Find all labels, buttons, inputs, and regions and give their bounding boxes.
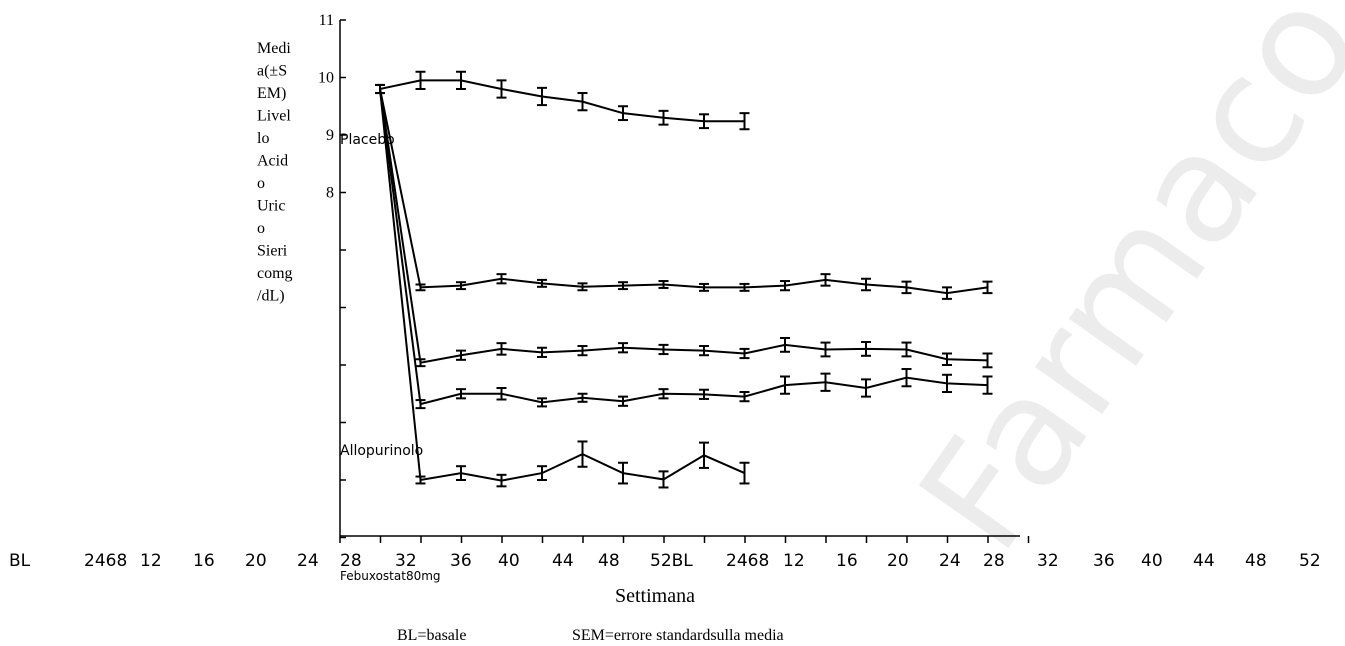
y-tick-label: 9 — [326, 127, 334, 144]
y-label-line: Acid — [257, 153, 288, 170]
y-label-line: o — [257, 220, 265, 237]
x-tick-label: 24 — [297, 551, 319, 571]
y-label-line: EM) — [257, 85, 286, 102]
x-tick-label: 32 — [395, 551, 417, 571]
series-line — [379, 88, 988, 364]
x-tick-label: BL — [9, 551, 31, 571]
x-tick-label: 2468 — [726, 551, 769, 571]
x-tick-label: 32 — [1037, 551, 1059, 571]
x-tick-label: 28 — [983, 551, 1005, 571]
axes — [339, 19, 1030, 543]
y-ticks: 11 10 9 8 — [318, 12, 334, 202]
annotation-allopurinolo: Allopurinolo — [340, 443, 423, 459]
x-tick-label: 48 — [1245, 551, 1267, 571]
x-tick-label: 52BL — [650, 551, 693, 571]
y-tick-label: 10 — [318, 70, 334, 87]
y-tick-label: 8 — [326, 185, 334, 202]
x-tick-label: 20 — [245, 551, 267, 571]
y-label-line: comg — [257, 265, 293, 282]
note-sem: SEM=errore standardsulla media — [572, 627, 784, 644]
x-tick-label: 16 — [193, 551, 215, 571]
series-group — [375, 70, 993, 489]
x-axis-label: Settimana — [615, 585, 695, 607]
y-label-line: /dL) — [257, 288, 285, 305]
series-line — [379, 88, 988, 295]
annotation-placebo: Placebo — [340, 132, 395, 148]
watermark: Farmaco — [887, 0, 1345, 581]
x-tick-label: 2468 — [84, 551, 127, 571]
x-tick-label: 12 — [140, 551, 162, 571]
series-line — [379, 79, 745, 123]
y-label-line: o — [257, 175, 265, 192]
x-tick-label: 36 — [450, 551, 472, 571]
x-tick-label: 44 — [1193, 551, 1215, 571]
x-tick-label: 52 — [1299, 551, 1321, 571]
x-tick-label: 12 — [783, 551, 805, 571]
series-line — [379, 88, 745, 482]
y-tick-label: 11 — [319, 12, 334, 29]
y-label-line: a(±S — [257, 63, 287, 80]
x-tick-label: 44 — [552, 551, 574, 571]
x-tick-label: 24 — [939, 551, 961, 571]
x-tick-label: 16 — [836, 551, 858, 571]
series-line — [379, 88, 988, 406]
y-label-line: Livel — [257, 108, 291, 125]
x-tick-label: 48 — [598, 551, 620, 571]
annotation-febuxostat: Febuxostat80mg — [340, 569, 441, 583]
x-tick-label: 40 — [498, 551, 520, 571]
x-ticks: BL 2468 12 16 20 24 28 32 36 40 44 48 52BL 2468 12 16 20… — [9, 551, 1321, 571]
y-label-line: Medi — [257, 40, 291, 57]
y-label-line: Sieri — [257, 243, 288, 260]
y-axis-label: Medi a(±S EM) Livel lo Acid o Uric o Sieri comg/dL… — [257, 40, 293, 305]
x-tick-label: 40 — [1141, 551, 1163, 571]
x-tick-label: 20 — [887, 551, 909, 571]
note-bl: BL=basale — [397, 627, 466, 644]
y-label-line: lo — [257, 130, 269, 147]
y-label-line: Uric — [257, 198, 285, 215]
x-tick-label: 36 — [1093, 551, 1115, 571]
x-tick-label: 28 — [340, 551, 362, 571]
